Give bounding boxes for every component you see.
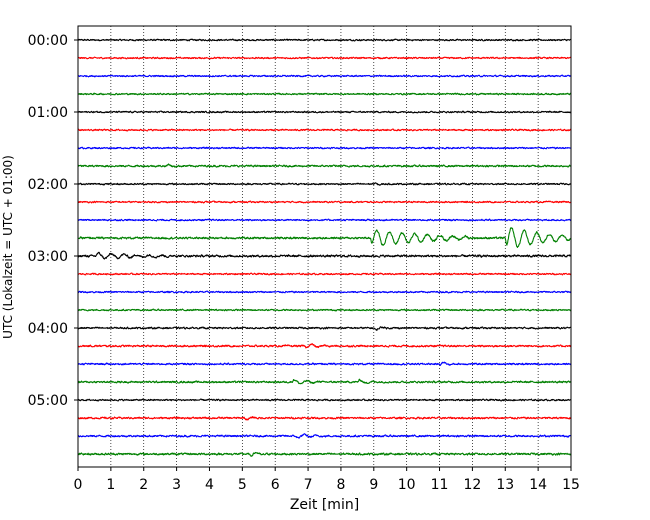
x-tick-label: 14 bbox=[529, 477, 547, 493]
plot-frame bbox=[77, 25, 572, 468]
trace-0130 bbox=[77, 146, 572, 150]
trace-0530 bbox=[77, 433, 572, 439]
trace-0400 bbox=[77, 326, 572, 331]
x-tick-label: 2 bbox=[139, 477, 148, 493]
y-tick-label: 00:00 bbox=[28, 33, 68, 49]
y-tick-label: 01:00 bbox=[28, 105, 68, 121]
x-axis: 0 1 2 3 4 5 6 7 8 9 10 11 12 13 14 15 bbox=[74, 467, 580, 493]
trace-0445 bbox=[77, 378, 572, 385]
trace-0015 bbox=[77, 56, 572, 60]
trace-0300 bbox=[77, 251, 572, 260]
trace-0245 bbox=[77, 227, 572, 248]
x-tick-label: 13 bbox=[496, 477, 514, 493]
x-axis-title: Zeit [min] bbox=[290, 497, 359, 513]
trace-0000 bbox=[77, 38, 572, 42]
trace-0215 bbox=[77, 200, 572, 204]
x-tick-label: 1 bbox=[106, 477, 115, 493]
y-tick-label: 04:00 bbox=[28, 321, 68, 337]
y-tick-label: 02:00 bbox=[28, 177, 68, 193]
x-tick-label: 12 bbox=[463, 477, 481, 493]
trace-0115 bbox=[77, 128, 572, 132]
x-tick-label: 8 bbox=[336, 477, 345, 493]
trace-0230 bbox=[77, 218, 572, 222]
trace-0545 bbox=[77, 451, 572, 457]
trace-0315 bbox=[77, 272, 572, 276]
x-tick-label: 11 bbox=[431, 477, 449, 493]
y-tick-label: 03:00 bbox=[28, 249, 68, 265]
trace-0515 bbox=[77, 415, 572, 421]
trace-0145 bbox=[77, 163, 572, 168]
x-tick-label: 7 bbox=[304, 477, 313, 493]
trace-0500 bbox=[77, 398, 572, 402]
y-axis-title: UTC (Lokalzeit = UTC + 01:00) bbox=[1, 155, 15, 339]
x-tick-label: 15 bbox=[562, 477, 580, 493]
trace-0415 bbox=[77, 343, 572, 349]
trace-0430 bbox=[77, 361, 572, 366]
y-axis: 00:00 01:00 02:00 03:00 04:00 05:00 bbox=[28, 33, 78, 409]
x-tick-label: 10 bbox=[398, 477, 416, 493]
traces-layer bbox=[77, 38, 572, 457]
x-tick-label: 4 bbox=[205, 477, 214, 493]
x-tick-label: 3 bbox=[172, 477, 181, 493]
x-tick-label: 0 bbox=[74, 477, 83, 493]
trace-0330 bbox=[77, 290, 572, 294]
x-tick-label: 6 bbox=[271, 477, 280, 493]
x-tick-label: 9 bbox=[369, 477, 378, 493]
trace-0345 bbox=[77, 308, 572, 312]
trace-0045 bbox=[77, 92, 572, 96]
y-tick-label: 05:00 bbox=[28, 393, 68, 409]
x-tick-label: 5 bbox=[238, 477, 247, 493]
trace-0030 bbox=[77, 74, 572, 78]
trace-0100 bbox=[77, 110, 572, 114]
trace-0200 bbox=[77, 182, 572, 186]
